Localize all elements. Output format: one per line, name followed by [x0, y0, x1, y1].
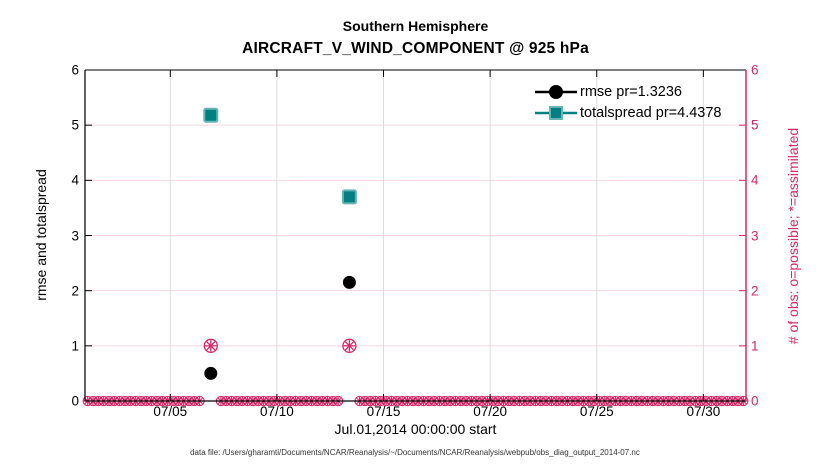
- left-y-tick-label: 2: [71, 283, 79, 299]
- obs-possible-circle-marker: [342, 338, 357, 353]
- right-y-tick-label: 4: [751, 172, 759, 188]
- rmse-point: [204, 366, 218, 380]
- x-tick-label: 07/25: [579, 404, 614, 419]
- x-tick-label: 07/10: [259, 404, 294, 419]
- right-y-tick-label: 0: [751, 393, 759, 409]
- x-tick-label: 07/15: [366, 404, 401, 419]
- obs-assimilated-asterisk-marker: [344, 341, 354, 351]
- obs-assimilated-asterisk-marker: [206, 341, 216, 351]
- totalspread-marker-icon: [535, 105, 577, 120]
- rmse-point: [342, 275, 356, 289]
- totalspread-point: [203, 107, 219, 123]
- legend-item-rmse: rmse pr=1.3236: [534, 81, 721, 102]
- left-y-tick-label: 0: [71, 393, 79, 409]
- legend-label-totalspread: totalspread pr=4.4378: [580, 104, 722, 121]
- x-tick-label: 07/20: [473, 404, 508, 419]
- x-axis-label: Jul.01,2014 00:00:00 start: [334, 421, 497, 437]
- right-y-tick-label: 2: [751, 283, 759, 299]
- legend-label-rmse: rmse pr=1.3236: [580, 83, 682, 100]
- right-y-tick-label: 6: [751, 62, 759, 78]
- left-y-tick-label: 6: [71, 62, 79, 78]
- x-tick-label: 07/05: [153, 404, 188, 419]
- right-y-tick-label: 3: [751, 228, 759, 243]
- left-y-tick-label: 1: [71, 338, 79, 354]
- plot-title-line1: Southern Hemisphere: [342, 18, 489, 34]
- left-y-tick-label: 4: [71, 172, 79, 188]
- data-file-note: data file: /Users/gharamti/Documents/NCA…: [190, 448, 640, 457]
- left-y-tick-label: 5: [71, 117, 79, 133]
- legend-item-totalspread: totalspread pr=4.4378: [534, 102, 721, 123]
- right-y-tick-label: 1: [751, 338, 759, 354]
- legend: rmse pr=1.3236 totalspread pr=4.4378: [534, 81, 721, 123]
- right-y-tick-label: 5: [751, 117, 759, 133]
- right-y-axis-label: # of obs: o=possible; *=assimilated: [785, 127, 801, 345]
- totalspread-point: [341, 189, 357, 205]
- rmse-marker-icon: [535, 84, 577, 99]
- x-tick-label: 07/30: [686, 404, 721, 419]
- plot-title-line2: AIRCRAFT_V_WIND_COMPONENT @ 925 hPa: [242, 40, 589, 57]
- obs-possible-circle-marker: [203, 338, 218, 353]
- left-y-axis-label: rmse and totalspread: [33, 169, 49, 301]
- left-y-tick-label: 3: [71, 228, 79, 243]
